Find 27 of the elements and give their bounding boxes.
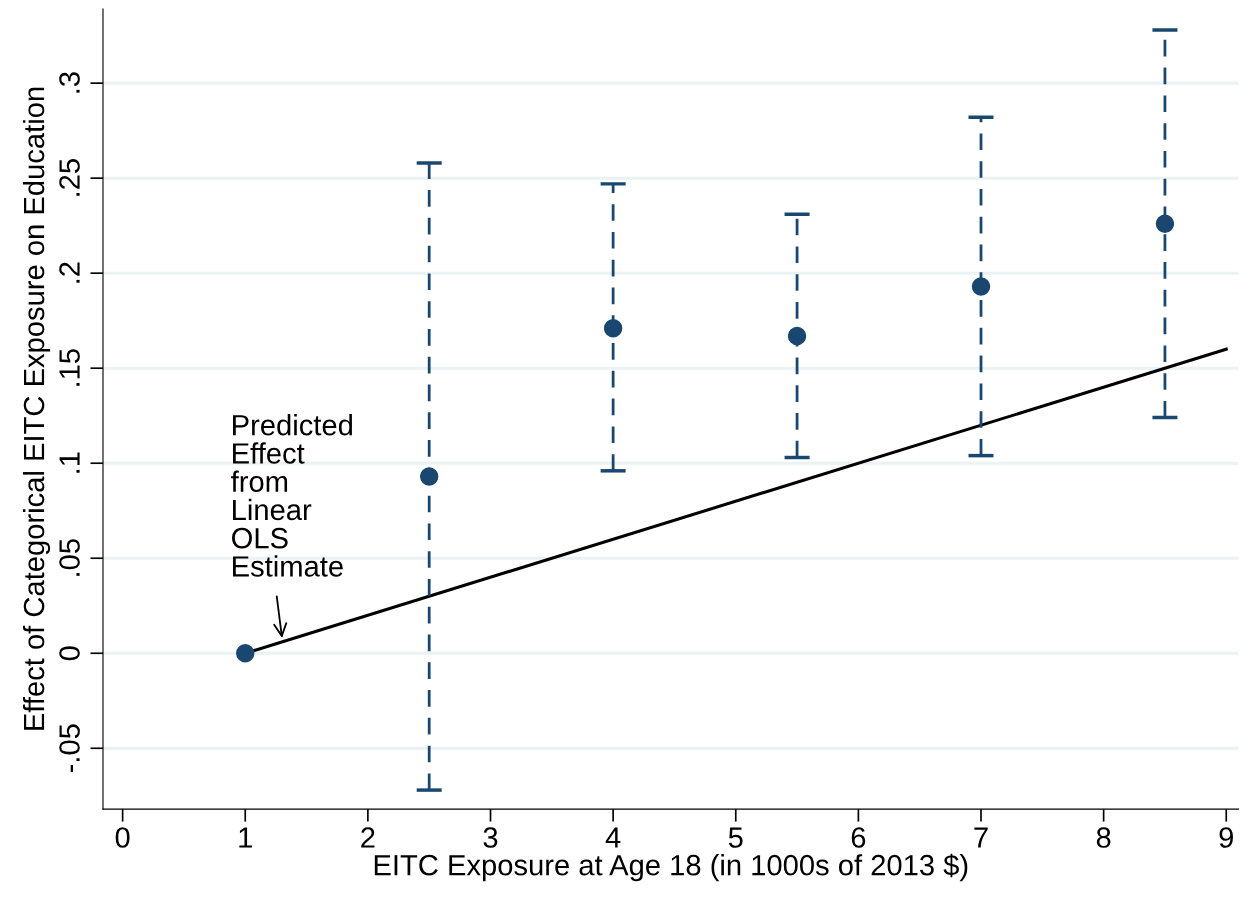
x-tick-label: 8 — [1096, 827, 1111, 848]
x-tick-label: 4 — [605, 827, 621, 848]
x-tick-label: 0 — [115, 827, 130, 848]
y-tick-label: .1 — [59, 452, 80, 473]
x-axis-title: EITC Exposure at Age 18 (in 1000s of 2013 $) — [374, 853, 968, 882]
x-tick-label: 6 — [851, 827, 866, 848]
point — [787, 326, 807, 346]
point — [236, 644, 255, 663]
y-tick-label: .25 — [59, 159, 80, 196]
x-tick-label: 5 — [728, 827, 743, 848]
point — [1155, 214, 1175, 233]
x-tick-label: 9 — [1219, 827, 1233, 848]
y-tick-label: 0 — [59, 646, 80, 661]
x-tick-label: 7 — [974, 827, 988, 848]
annotation: Predicted Effect from Linear OLS Estimate — [231, 414, 352, 577]
y-tick-label: .3 — [59, 72, 80, 93]
x-tick-label: 1 — [239, 827, 252, 848]
x-tick-label: 2 — [361, 827, 375, 848]
x-tick-label: 3 — [483, 827, 498, 848]
point — [971, 277, 991, 296]
y-tick-label: .05 — [59, 539, 80, 576]
point — [419, 467, 439, 486]
y-axis-title: Effect of Categorical EITC Exposure on Education — [22, 87, 51, 730]
y-tick-label: .2 — [59, 262, 80, 283]
y-tick-label: -.05 — [59, 724, 80, 773]
point — [603, 319, 623, 338]
y-tick-label: .15 — [59, 349, 80, 386]
